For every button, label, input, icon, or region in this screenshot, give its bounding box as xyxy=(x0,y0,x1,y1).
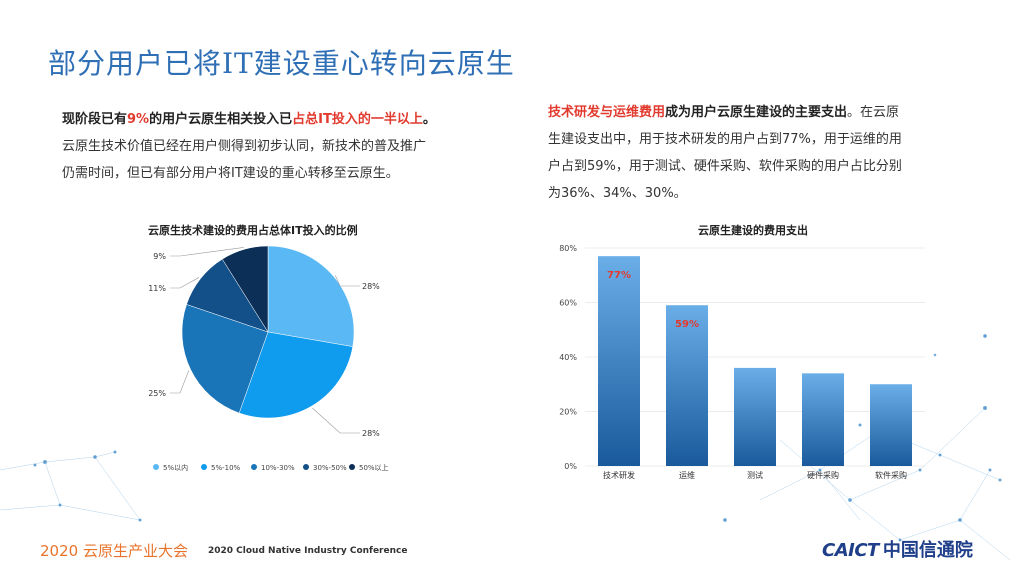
bar-data-label: 77% xyxy=(607,270,631,281)
bar xyxy=(666,305,708,466)
left-line1-b: 的用户云原生相关投入已 xyxy=(149,112,293,127)
bar xyxy=(734,367,776,466)
pie-legend-marker xyxy=(349,464,355,470)
right-line-2: 生建设支出中，用于技术研发的用户占到77%，用于运维的用 xyxy=(548,132,902,147)
pie-leader-line xyxy=(335,275,360,287)
bar-y-tick-label: 80% xyxy=(559,244,577,253)
pie-value-label: 9% xyxy=(153,252,166,261)
pie-value-label: 11% xyxy=(148,284,166,293)
left-line1-end: 。 xyxy=(422,112,436,127)
left-line-1: 现阶段已有9%的用户云原生相关投入已占总IT投入的一半以上。 xyxy=(62,106,492,133)
pie-legend-label: 10%-30% xyxy=(261,464,295,472)
pie-leader-line xyxy=(170,277,200,289)
bar-data-label: 59% xyxy=(675,319,699,330)
right-line1-highlight: 技术研发与运维费用 xyxy=(548,105,666,120)
pie-slice xyxy=(238,331,354,419)
footer-event-cn: 2020 云原生产业大会 xyxy=(40,542,188,560)
bar xyxy=(870,384,912,466)
right-paragraph: 技术研发与运维费用成为用户云原生建设的主要支出。在云原 生建设支出中，用于技术研… xyxy=(548,99,958,207)
pie-legend-marker xyxy=(153,464,159,470)
bar-y-tick-label: 20% xyxy=(559,408,577,417)
right-line-3: 户占到59%，用于测试、硬件采购、软件采购的用户占比分别 xyxy=(548,159,902,174)
left-line-3: 仍需时间，但已有部分用户将IT建设的重心转移至云原生。 xyxy=(62,166,399,181)
pie-slice xyxy=(221,245,269,333)
bar xyxy=(802,373,844,466)
pie-leader-line xyxy=(170,370,190,394)
logo-org-text: 中国信通院 xyxy=(882,540,973,561)
bar-category-label: 测试 xyxy=(747,470,763,480)
pie-value-label: 25% xyxy=(148,389,166,398)
pie-value-label: 28% xyxy=(362,429,380,438)
bar-y-tick-label: 0% xyxy=(564,462,577,471)
bar-chart-title: 云原生建设的费用支出 xyxy=(698,224,808,237)
left-paragraph: 现阶段已有9%的用户云原生相关投入已占总IT投入的一半以上。 云原生技术价值已经… xyxy=(62,106,492,187)
pie-slice xyxy=(181,304,269,414)
caict-logo: CAICT 中国信通院 xyxy=(822,536,973,562)
pie-legend-label: 50%以上 xyxy=(359,463,389,472)
right-line-1: 技术研发与运维费用成为用户云原生建设的主要支出。在云原 xyxy=(548,99,958,126)
bar-category-label: 硬件采购 xyxy=(807,470,839,480)
pie-legend-label: 30%-50% xyxy=(313,464,347,472)
pie-legend-marker xyxy=(303,464,309,470)
pie-legend-label: 5%-10% xyxy=(211,464,241,472)
footer-event-en: 2020 Cloud Native Industry Conference xyxy=(208,546,408,556)
pie-legend-marker xyxy=(201,464,207,470)
bar-category-label: 软件采购 xyxy=(875,470,907,480)
left-line1-a: 现阶段已有 xyxy=(62,112,128,127)
bar-y-tick-label: 40% xyxy=(559,353,577,362)
bar xyxy=(598,256,640,466)
bar-y-tick-label: 60% xyxy=(559,299,577,308)
pie-chart: 28% 28% 25% 11% 9% 5%以内 5%-10% 10%-30% 30%-50% 50… xyxy=(148,245,389,472)
right-line1-end: 。在云原 xyxy=(847,105,900,120)
pie-chart-title: 云原生技术建设的费用占总体IT投入的比例 xyxy=(148,224,358,237)
pie-value-label: 28% xyxy=(362,282,380,291)
page-title: 部分用户已将IT建设重心转向云原生 xyxy=(48,47,515,80)
left-line1-pct: 9% xyxy=(127,112,150,127)
logo-caict-text: CAICT xyxy=(822,540,879,561)
pie-legend-marker xyxy=(251,464,257,470)
bar-category-label: 运维 xyxy=(679,470,695,480)
right-line-4: 为36%、34%、30%。 xyxy=(548,186,687,201)
right-line1-a: 成为用户云原生建设的主要支出 xyxy=(665,105,848,120)
pie-slice xyxy=(267,245,355,347)
left-line1-highlight: 占总IT投入的一半以上 xyxy=(292,112,423,127)
bar-category-label: 技术研发 xyxy=(603,470,635,480)
bar-chart: 0% 20% 40% 60% 80% 技术研发 77% 运维 59% 测试 硬件采购 软件采购 xyxy=(559,244,925,480)
left-line-2: 云原生技术价值已经在用户侧得到初步认同，新技术的普及推广 xyxy=(62,139,427,154)
pie-leader-line xyxy=(312,407,360,434)
pie-leader-line xyxy=(170,247,244,257)
pie-legend-label: 5%以内 xyxy=(163,463,188,472)
